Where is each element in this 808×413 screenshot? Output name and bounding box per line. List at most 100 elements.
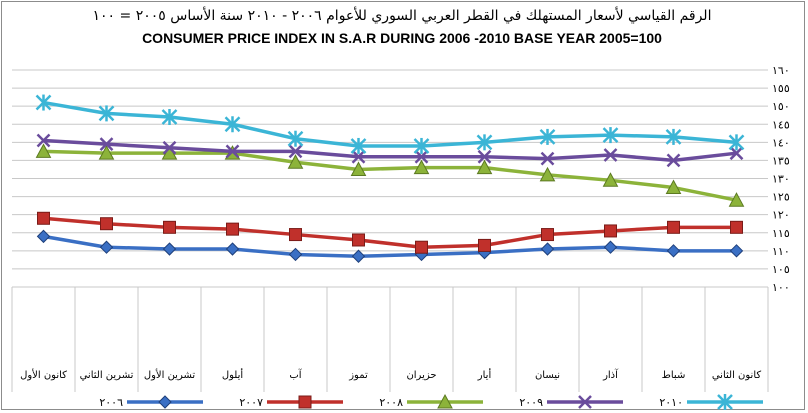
x-marker-stroke bbox=[162, 140, 177, 155]
data-point bbox=[602, 127, 619, 144]
legend-label: ٢٠٠٩ bbox=[519, 396, 543, 409]
legend-label: ٢٠٠٨ bbox=[379, 396, 403, 409]
triangle-marker bbox=[437, 393, 453, 409]
data-point bbox=[98, 145, 115, 160]
data-point bbox=[414, 149, 429, 164]
triangle-marker bbox=[35, 143, 52, 158]
y-tick-label: ١٥٥ bbox=[772, 82, 790, 95]
data-point bbox=[578, 395, 592, 409]
square-marker bbox=[226, 222, 239, 236]
data-point bbox=[728, 192, 745, 207]
data-point bbox=[478, 238, 491, 252]
x-marker-stroke bbox=[225, 144, 240, 159]
data-point bbox=[225, 144, 240, 159]
diamond-marker bbox=[351, 249, 366, 263]
data-point bbox=[287, 154, 304, 169]
data-point bbox=[665, 128, 682, 145]
legend-item: ٢٠٠٩ bbox=[519, 395, 623, 409]
x-marker-stroke bbox=[477, 149, 492, 164]
x-marker-stroke bbox=[666, 153, 681, 168]
triangle-marker bbox=[413, 159, 430, 175]
square-marker bbox=[415, 240, 428, 254]
y-tick-label: ١٤٥ bbox=[772, 118, 790, 131]
square-marker bbox=[37, 211, 50, 225]
x-tick-label: كانون الثاني bbox=[712, 370, 762, 381]
data-point bbox=[289, 228, 302, 242]
triangle-marker bbox=[98, 145, 115, 160]
diamond-marker bbox=[729, 244, 744, 258]
data-point bbox=[100, 217, 113, 231]
x-marker-stroke bbox=[288, 144, 303, 159]
data-point bbox=[352, 233, 365, 247]
data-point bbox=[158, 395, 172, 409]
x-marker-stroke bbox=[351, 149, 366, 164]
data-point bbox=[98, 105, 115, 122]
x-tick-label: تموز bbox=[348, 370, 368, 381]
data-point bbox=[665, 179, 682, 195]
chart-title-arabic: الرقم القياسي لأسعار المستهلك في القطر ا… bbox=[92, 8, 712, 24]
y-tick-label: ١٤٠ bbox=[772, 136, 790, 149]
data-point bbox=[666, 153, 681, 168]
data-point bbox=[476, 134, 493, 151]
x-tick-label: حزيران bbox=[406, 370, 436, 381]
diamond-marker bbox=[162, 242, 177, 256]
data-point bbox=[163, 220, 176, 234]
series-square bbox=[37, 211, 743, 254]
triangle-marker bbox=[350, 161, 367, 176]
x-marker-stroke bbox=[540, 151, 555, 166]
y-tick-label: ١٣٥ bbox=[772, 154, 790, 167]
square-marker bbox=[667, 220, 680, 234]
x-tick-label: أيلول bbox=[222, 368, 244, 381]
data-point bbox=[35, 143, 52, 158]
square-marker bbox=[289, 228, 302, 242]
data-point bbox=[667, 220, 680, 234]
data-point bbox=[603, 240, 618, 254]
data-point bbox=[99, 240, 114, 254]
y-tick-label: ١٠٥ bbox=[772, 263, 790, 276]
data-point bbox=[36, 229, 51, 244]
x-tick-label: آذار bbox=[602, 368, 619, 381]
data-point bbox=[539, 166, 556, 182]
diamond-marker bbox=[288, 247, 303, 262]
data-point bbox=[476, 159, 493, 175]
data-point bbox=[351, 149, 366, 164]
data-point bbox=[288, 247, 303, 262]
triangle-marker bbox=[602, 172, 619, 187]
y-tick-label: ١٦٠ bbox=[772, 64, 790, 77]
triangle-marker bbox=[287, 154, 304, 169]
data-point bbox=[729, 146, 744, 161]
y-tick-label: ١١٥ bbox=[772, 227, 790, 240]
legend-item: ٢٠١٠ bbox=[659, 394, 763, 410]
y-tick-label: ١٣٠ bbox=[772, 173, 790, 186]
triangle-marker bbox=[539, 166, 556, 182]
data-point bbox=[413, 159, 430, 175]
data-point bbox=[350, 161, 367, 176]
x-marker-stroke bbox=[578, 395, 592, 409]
series-line bbox=[43, 138, 737, 163]
data-point bbox=[288, 144, 303, 159]
x-marker-stroke bbox=[36, 133, 51, 148]
data-point bbox=[603, 148, 618, 162]
x-marker-stroke bbox=[99, 137, 114, 152]
legend-label: ٢٠٠٧ bbox=[239, 396, 263, 409]
diamond-marker bbox=[36, 229, 51, 244]
data-point bbox=[350, 137, 367, 154]
triangle-marker bbox=[665, 179, 682, 195]
data-point bbox=[99, 137, 114, 152]
data-point bbox=[540, 151, 555, 166]
data-point bbox=[226, 222, 239, 236]
data-point bbox=[298, 395, 312, 409]
diamond-marker bbox=[99, 240, 114, 254]
chart-title-english: CONSUMER PRICE INDEX IN S.A.R DURING 200… bbox=[142, 30, 662, 46]
square-marker bbox=[604, 224, 617, 238]
data-point bbox=[728, 134, 745, 151]
data-point bbox=[540, 242, 555, 256]
square-marker bbox=[298, 395, 312, 409]
data-point bbox=[162, 242, 177, 256]
data-point bbox=[37, 211, 50, 225]
series-line bbox=[43, 149, 737, 202]
data-point bbox=[541, 228, 554, 242]
square-marker bbox=[352, 233, 365, 247]
x-marker-stroke bbox=[729, 146, 744, 161]
x-tick-label: شباط bbox=[662, 370, 686, 381]
